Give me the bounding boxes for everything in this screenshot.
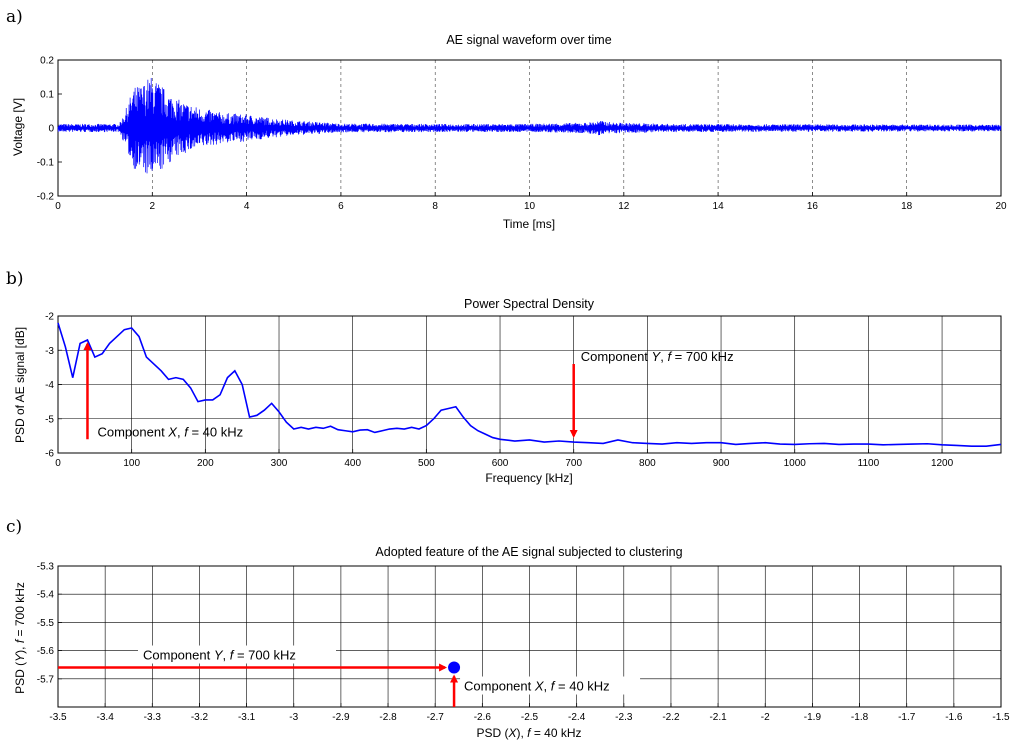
x-axis-label-b: Frequency [kHz]	[485, 471, 572, 485]
chart-title-c: Adopted feature of the AE signal subject…	[375, 545, 682, 559]
y-axis-label-a: Voltage [V]	[11, 98, 25, 156]
x-tick-label-a: 18	[901, 201, 913, 212]
y-tick-label-b: -3	[45, 346, 54, 357]
chart-title-b: Power Spectral Density	[464, 297, 595, 311]
x-tick-label-a: 4	[244, 201, 250, 212]
x-tick-label-b: 500	[418, 458, 435, 469]
plot-area-a: 0 2 4 6 8 10 12 14 16 18 20 -0.2 -0.1 0 0.1 0.2	[37, 56, 1007, 213]
x-tick-label-c: -2.1	[709, 712, 727, 723]
y-tick-label-c: -5.6	[37, 646, 55, 657]
y-tick-label-a: -0.1	[37, 158, 55, 169]
x-tick-label-b: 200	[197, 458, 214, 469]
x-tick-label-a: 10	[524, 201, 536, 212]
panel-label-c: c)	[6, 517, 22, 537]
annotation-label-component-x: Component X, f = 40 kHz	[97, 424, 243, 439]
y-tick-label-b: -2	[45, 312, 54, 323]
annotation-label-component-y: Component Y, f = 700 kHz	[581, 349, 734, 364]
x-tick-label-c: -2.5	[521, 712, 539, 723]
panel-label-a: a)	[6, 7, 23, 27]
x-tick-label-c: -2.2	[662, 712, 680, 723]
x-tick-label-c: -2.6	[474, 712, 492, 723]
y-tick-label-a: 0	[48, 124, 54, 135]
x-tick-label-c: -3.1	[238, 712, 256, 723]
y-tick-label-c: -5.7	[37, 674, 55, 685]
y-tick-label-a: 0.2	[40, 56, 54, 67]
x-tick-label-a: 16	[807, 201, 819, 212]
y-tick-label-c: -5.4	[37, 590, 55, 601]
x-axis-label-c: PSD (X), f = 40 kHz	[476, 726, 581, 740]
x-tick-label-b: 300	[271, 458, 288, 469]
x-tick-label-c: -3.2	[191, 712, 209, 723]
annotation-label-background	[138, 645, 336, 664]
x-tick-label-b: 800	[639, 458, 656, 469]
x-tick-label-c: -3.4	[97, 712, 115, 723]
scatter-point	[448, 661, 461, 674]
y-tick-label-c: -5.5	[37, 618, 55, 629]
annotation-label-component-y: Component Y, f = 700 kHz	[143, 648, 296, 663]
x-tick-label-b: 600	[492, 458, 509, 469]
x-tick-label-c: -1.6	[945, 712, 963, 723]
y-tick-label-b: -4	[45, 380, 54, 391]
x-tick-label-c: -1.7	[898, 712, 916, 723]
x-tick-label-c: -3.5	[49, 712, 67, 723]
plot-area-b: 0 100 200 300 400 500 600 700 800 900 1000 1100 1200…	[45, 312, 1002, 469]
x-tick-label-c: -1.5	[992, 712, 1010, 723]
x-tick-label-c: -1.9	[804, 712, 822, 723]
x-tick-label-a: 0	[55, 201, 61, 212]
x-tick-label-b: 400	[344, 458, 361, 469]
x-tick-label-c: -2.9	[332, 712, 350, 723]
y-tick-label-b: -6	[45, 449, 54, 460]
y-tick-label-b: -5	[45, 414, 54, 425]
x-tick-label-a: 2	[150, 201, 156, 212]
x-tick-label-c: -3.3	[144, 712, 162, 723]
plot-area-c: -3.5 -3.4 -3.3 -3.2 -3.1 -3 -2.9 -2.8 -2.7 -2.6 -2…	[37, 562, 1010, 724]
x-tick-label-b: 1000	[784, 458, 807, 469]
x-tick-label-b: 0	[55, 458, 61, 469]
x-tick-label-b: 700	[565, 458, 582, 469]
x-tick-label-a: 14	[713, 201, 725, 212]
axes-frame-b	[57, 315, 1002, 454]
x-tick-label-a: 20	[995, 201, 1007, 212]
x-tick-label-b: 900	[713, 458, 730, 469]
x-tick-label-c: -1.8	[851, 712, 869, 723]
x-tick-label-b: 1100	[858, 458, 880, 469]
y-axis-label-c: PSD (Y), f = 700 kHz	[13, 582, 27, 694]
series-line-waveform	[57, 77, 1002, 174]
annotation-label-background	[460, 676, 641, 695]
x-tick-label-c: -2.4	[568, 712, 586, 723]
x-tick-label-b: 100	[123, 458, 140, 469]
series-line-psd	[57, 322, 1002, 447]
y-tick-label-a: 0.1	[40, 90, 54, 101]
x-tick-label-a: 8	[432, 201, 438, 212]
y-tick-label-c: -5.3	[37, 562, 55, 573]
x-tick-label-a: 6	[338, 201, 344, 212]
x-tick-label-c: -3	[289, 712, 298, 723]
annotation-label-component-x: Component X, f = 40 kHz	[464, 679, 610, 694]
y-axis-label-b: PSD of AE signal [dB]	[13, 327, 27, 443]
chart-title-a: AE signal waveform over time	[446, 33, 611, 47]
x-tick-label-c: -2	[761, 712, 770, 723]
y-tick-label-a: -0.2	[37, 192, 55, 203]
x-tick-label-c: -2.7	[427, 712, 445, 723]
x-tick-label-c: -2.8	[379, 712, 397, 723]
axes-frame-c	[57, 565, 1002, 708]
x-tick-label-a: 12	[618, 201, 630, 212]
x-axis-label-a: Time [ms]	[503, 217, 555, 231]
panel-label-b: b)	[6, 269, 24, 289]
x-tick-label-b: 1200	[931, 458, 954, 469]
x-tick-label-c: -2.3	[615, 712, 633, 723]
